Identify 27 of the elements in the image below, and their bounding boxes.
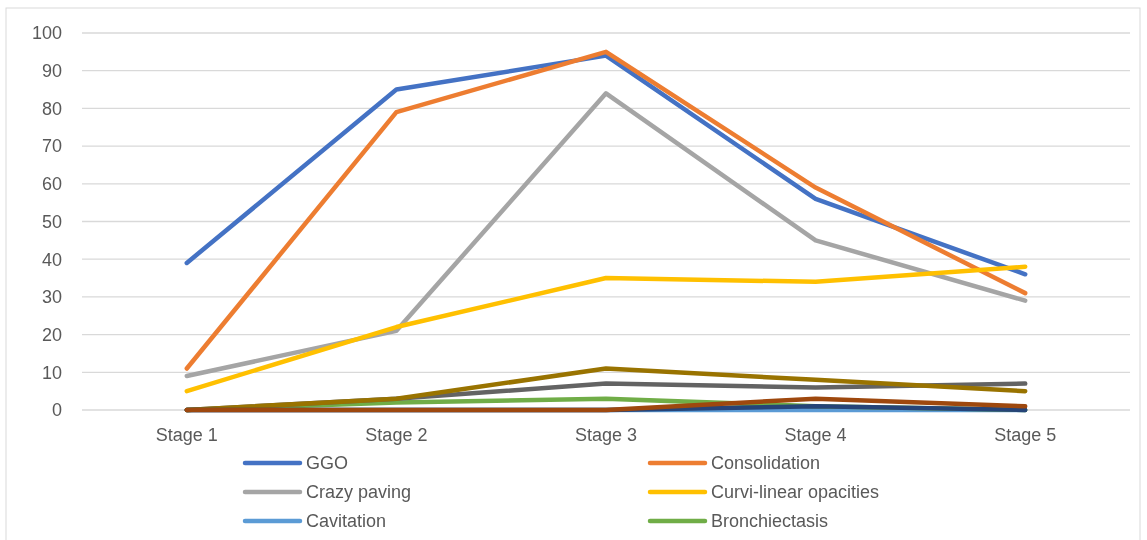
line-series bbox=[184, 49, 1028, 371]
x-tick-label: Stage 2 bbox=[365, 425, 428, 445]
y-tick-label: 50 bbox=[41, 211, 62, 232]
y-tick-label: 80 bbox=[41, 98, 62, 119]
x-tick-label: Stage 3 bbox=[574, 425, 638, 445]
legend-label: Consolidation bbox=[711, 453, 821, 474]
line-series bbox=[184, 264, 1028, 394]
x-tick-label: Stage 4 bbox=[784, 425, 847, 445]
y-tick-label: 60 bbox=[41, 174, 62, 195]
line-series bbox=[184, 53, 1028, 277]
legend-label: Crazy paving bbox=[306, 482, 412, 503]
y-tick-label: 100 bbox=[31, 23, 62, 44]
y-tick-label: 30 bbox=[41, 287, 62, 308]
legend-label: GGO bbox=[306, 453, 349, 474]
y-tick-label: 0 bbox=[51, 400, 62, 421]
x-tick-label: Stage 1 bbox=[155, 425, 218, 445]
line-series bbox=[184, 91, 1028, 379]
x-tick-label: Stage 5 bbox=[994, 425, 1057, 445]
legend-label: Cavitation bbox=[306, 511, 387, 532]
legend-label: Bronchiectasis bbox=[711, 511, 829, 532]
y-tick-label: 70 bbox=[41, 136, 62, 157]
line-series bbox=[184, 396, 1028, 413]
y-tick-label: 40 bbox=[41, 249, 62, 270]
legend-label: Curvi-linear opacities bbox=[711, 482, 880, 503]
y-tick-label: 10 bbox=[41, 362, 62, 383]
y-tick-label: 20 bbox=[41, 324, 62, 345]
y-tick-label: 90 bbox=[41, 61, 62, 81]
